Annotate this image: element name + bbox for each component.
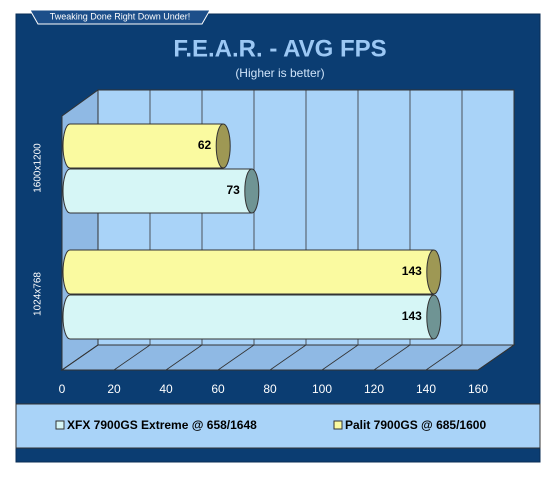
legend-label: XFX 7900GS Extreme @ 658/1648 [67,418,257,432]
category-label: 1024x768 [33,272,44,316]
value-label: 143 [402,264,422,278]
chart-title: F.E.A.R. - AVG FPS [173,35,386,62]
value-label: 143 [402,309,422,323]
bar-cap [244,168,260,214]
legend-label: Palit 7900GS @ 685/1600 [345,418,486,432]
value-label: 62 [198,138,212,152]
bar [62,249,434,295]
chart-subtitle: (Higher is better) [235,66,324,80]
floor-grid-line [373,344,411,371]
legend [15,403,541,449]
floor-grid-line [61,344,99,371]
bar [62,123,224,169]
value-label: 73 [226,183,240,197]
x-tick-label: 160 [468,382,488,396]
bar-cap [426,294,442,340]
category-label: 1600x1200 [33,143,44,193]
x-tick-label: 20 [107,382,121,396]
x-tick-label: 0 [59,382,66,396]
legend-swatch [55,420,65,430]
x-tick-label: 100 [312,382,332,396]
floor-grid-line [217,344,255,371]
x-tick-label: 140 [416,382,436,396]
banner: Tweaking Done Right Down Under! [50,11,191,21]
floor-grid-line [269,344,307,371]
bar-cap [215,123,231,169]
x-tick-label: 80 [263,382,277,396]
floor-grid-line [165,344,203,371]
bar [62,168,252,214]
bar [62,294,434,340]
floor-grid-line [477,344,515,371]
floor-grid-line [113,344,151,371]
x-tick-label: 40 [159,382,173,396]
floor-grid-line [321,344,359,371]
x-tick-label: 60 [211,382,225,396]
bar-cap [426,249,442,295]
x-tick-label: 120 [364,382,384,396]
banner-tab [29,9,211,25]
floor-grid-line [425,344,463,371]
legend-swatch [333,420,343,430]
